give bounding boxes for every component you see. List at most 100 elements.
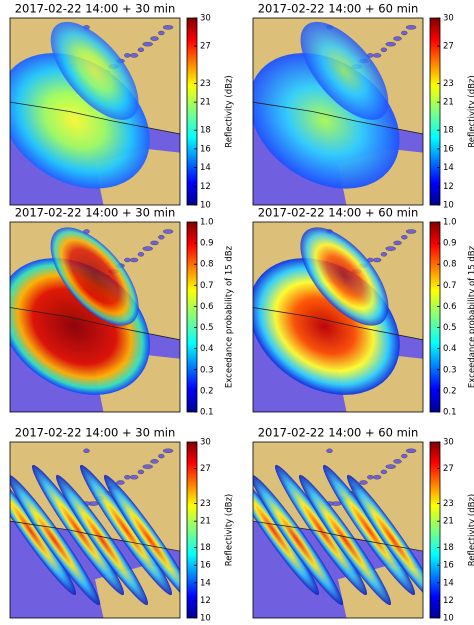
lake [142, 246, 153, 251]
lake [124, 475, 131, 480]
coastline [10, 307, 180, 341]
map [9, 441, 181, 619]
lake [380, 469, 388, 475]
colorbar-tick-label: 0.8 [443, 260, 457, 270]
echo [300, 227, 389, 326]
map-content [10, 222, 180, 412]
colorbar-tick-label: 10 [443, 614, 454, 624]
colorbar-tick-label: 27 [200, 42, 211, 52]
echo [55, 474, 149, 606]
colorbar-tick-label: 12 [443, 596, 454, 606]
colorbar-tick-label: 0.1 [200, 408, 214, 418]
lake [393, 240, 402, 246]
echo [274, 464, 368, 596]
colorbar [186, 221, 198, 413]
map [252, 17, 424, 206]
colorbar-tick-label: 23 [443, 79, 454, 89]
lake [142, 464, 153, 469]
colorbar-tick-label: 14 [200, 578, 211, 588]
colorbar-tick-label: 0.3 [443, 365, 457, 375]
lake [158, 234, 165, 240]
lake [401, 453, 408, 459]
lake [137, 252, 145, 257]
colorbar-tick-label: 16 [200, 144, 211, 154]
map-content [253, 442, 423, 618]
lake [162, 448, 174, 453]
echo [253, 474, 344, 606]
map-frame [252, 441, 424, 619]
colorbar-tick-label: 30 [200, 438, 211, 448]
lake [405, 229, 417, 234]
map [9, 221, 181, 413]
colorbar-tick-label: 30 [443, 14, 454, 24]
colorbar-tick-label: 1.0 [200, 218, 214, 228]
lake [367, 475, 374, 480]
colorbar-tick-label: 12 [200, 596, 211, 606]
panel-title: 2017-02-22 14:00 + 30 min [15, 206, 176, 220]
colorbar-tick-label: 1.0 [443, 218, 457, 228]
lake [83, 448, 90, 453]
colorbar [429, 441, 441, 619]
echo [50, 21, 139, 120]
colorbar-tick-label: 0.2 [200, 386, 214, 396]
lake [158, 453, 165, 459]
colorbar [186, 441, 198, 619]
colorbar-tick-label: 0.7 [443, 281, 457, 291]
echo [298, 474, 392, 606]
lake [158, 30, 165, 36]
colorbar-label: Exceedance probability of 15 dBz [468, 245, 474, 388]
panel-title: 2017-02-22 14:00 + 60 min [258, 206, 419, 220]
panel-title: 2017-02-22 14:00 + 30 min [15, 426, 176, 440]
colorbar-tick-label: 0.7 [200, 281, 214, 291]
colorbar [429, 17, 441, 206]
lake [380, 47, 388, 52]
map-content [10, 442, 180, 618]
lake [401, 234, 408, 240]
colorbar-tick-label: 18 [200, 126, 211, 136]
colorbar-tick-label: 0.2 [443, 386, 457, 396]
echo [253, 464, 320, 596]
lake [124, 53, 131, 58]
map [252, 221, 424, 413]
lake [372, 53, 382, 58]
colorbar-tick-label: 21 [443, 98, 454, 108]
lake [150, 36, 159, 41]
map-frame [9, 441, 181, 619]
colorbar-tick-label: 10 [200, 614, 211, 624]
colorbar-tick-label: 18 [200, 543, 211, 553]
colorbar-label: Exceedance probability of 15 dBz [225, 245, 235, 388]
colorbar-tick-label: 27 [443, 464, 454, 474]
echo [10, 464, 77, 596]
colorbar [429, 221, 441, 413]
lake [150, 240, 159, 246]
lake [393, 36, 402, 41]
colorbar-tick-label: 18 [443, 126, 454, 136]
colorbar-tick-label: 21 [200, 517, 211, 527]
map-frame [252, 17, 424, 206]
echo [10, 474, 101, 606]
lake [401, 30, 408, 36]
lake [385, 246, 396, 251]
map-content [10, 18, 180, 205]
lake [150, 459, 159, 464]
map-content [253, 222, 423, 412]
colorbar-tick-label: 21 [200, 98, 211, 108]
colorbar-tick-label: 14 [200, 163, 211, 173]
echo [103, 474, 180, 606]
lake [385, 41, 396, 47]
panel-title: 2017-02-22 14:00 + 60 min [258, 426, 419, 440]
map-frame [9, 17, 181, 206]
echo [50, 227, 139, 326]
coastline [10, 101, 180, 135]
panel-title: 2017-02-22 14:00 + 30 min [15, 2, 176, 16]
echo [322, 464, 416, 596]
echo [79, 464, 173, 596]
colorbar-tick-label: 0.9 [443, 239, 457, 249]
echo [300, 21, 389, 120]
colorbar-tick-label: 0.1 [443, 408, 457, 418]
lake [116, 480, 125, 485]
colorbar-tick-label: 10 [200, 201, 211, 211]
colorbar-tick-label: 0.3 [200, 365, 214, 375]
colorbar-tick-label: 0.5 [200, 323, 214, 333]
